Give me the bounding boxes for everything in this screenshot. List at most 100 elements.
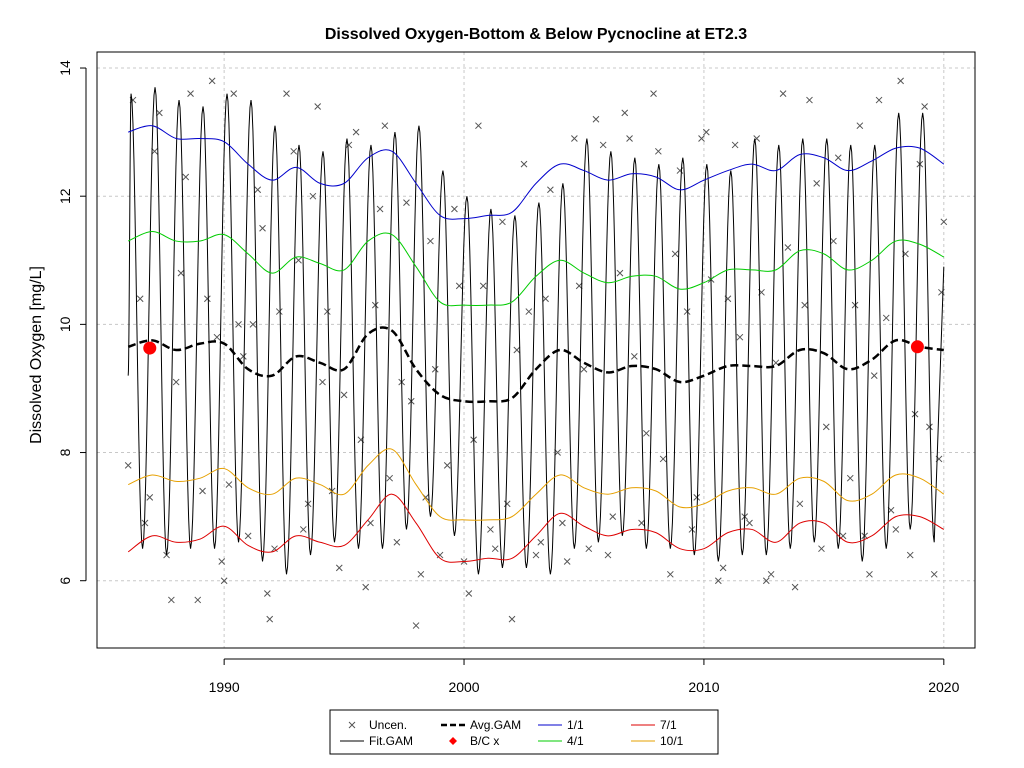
uncensored-point: [220, 577, 228, 585]
uncensored-point: [177, 269, 185, 277]
uncensored-point: [266, 615, 274, 623]
uncensored-point: [381, 122, 389, 130]
uncensored-point: [702, 128, 710, 136]
uncensored-point: [532, 551, 540, 559]
uncensored-point: [926, 423, 933, 431]
uncensored-point: [784, 244, 792, 251]
legend-label: Uncen.: [369, 718, 407, 732]
legend: Uncen. Fit.GAM Avg.GAM B/C x 1/1 4/1 7/1 10/1: [329, 709, 719, 755]
uncensored-point: [818, 545, 825, 553]
uncensored-point: [249, 321, 257, 328]
uncensored-point: [275, 308, 283, 315]
series-line-10-1: [127, 448, 945, 521]
uncensored-point: [218, 558, 226, 565]
uncensored-point: [263, 590, 271, 597]
uncensored-point: [436, 551, 444, 559]
uncensored-point: [580, 365, 588, 373]
uncensored-point: [537, 538, 545, 546]
uncensored-point: [801, 301, 809, 309]
uncensored-point: [508, 615, 516, 623]
uncensored-point: [136, 295, 144, 303]
uncensored-point: [479, 282, 487, 290]
uncensored-point: [762, 577, 770, 585]
uncensored-point: [194, 596, 202, 604]
uncensored-point: [525, 308, 533, 315]
uncensored-point: [846, 474, 854, 482]
legend-item: 1/1: [538, 718, 584, 732]
legend-item: Uncen.: [348, 718, 407, 732]
uncensored-point: [719, 564, 727, 572]
uncensored-point: [271, 545, 278, 553]
uncensored-point: [875, 96, 883, 104]
y-tick-label: 12: [57, 188, 73, 204]
legend-label: B/C x: [470, 734, 499, 748]
legend-label: Avg.GAM: [470, 718, 521, 732]
uncensored-point: [654, 147, 662, 155]
legend-marker-x: [348, 721, 356, 729]
x-tick-label: 1990: [209, 679, 240, 695]
uncensored-point: [834, 154, 842, 162]
uncensored-point: [731, 141, 739, 149]
uncensored-point: [491, 545, 499, 553]
uncensored-point: [746, 519, 753, 527]
uncensored-point: [906, 551, 914, 559]
uncensored-point: [772, 359, 780, 367]
uncensored-point: [513, 346, 521, 354]
uncensored-point: [213, 333, 221, 341]
uncensored-point: [575, 282, 583, 290]
uncensored-point: [571, 135, 578, 142]
uncensored-point: [431, 365, 439, 373]
uncensored-point: [403, 199, 410, 206]
chart-title: Dissolved Oxygen-Bottom & Below Pycnocli…: [325, 26, 747, 43]
series-line-4-1: [127, 230, 945, 307]
uncensored-point: [503, 500, 511, 508]
uncensored-point: [455, 282, 463, 290]
uncensored-point: [187, 90, 194, 98]
uncensored-point: [412, 622, 420, 629]
uncensored-point: [638, 519, 645, 527]
grid: [97, 52, 975, 648]
uncensored-point: [813, 180, 821, 187]
uncensored-point: [609, 513, 617, 520]
uncensored-point: [806, 96, 813, 104]
censored-points: [143, 340, 924, 355]
uncensored-point: [352, 128, 360, 136]
uncensored-point: [892, 526, 900, 533]
uncensored-point: [340, 391, 348, 399]
y-tick-label: 10: [57, 316, 73, 332]
uncensored-point: [866, 570, 873, 578]
uncensored-point: [870, 372, 878, 379]
y-tick-label: 6: [57, 577, 73, 585]
uncensored-point: [371, 301, 379, 309]
uncensored-point: [830, 237, 837, 245]
uncensored-point: [290, 147, 298, 155]
uncensored-point: [239, 353, 247, 360]
uncensored-point: [254, 186, 262, 194]
uncensored-point: [225, 481, 233, 488]
uncensored-point: [314, 103, 322, 110]
uncensored-point: [520, 160, 528, 168]
uncensored-point: [235, 321, 242, 328]
uncensored-point: [616, 269, 624, 277]
fit-gam-line: [127, 87, 945, 575]
legend-label: 10/1: [660, 734, 684, 748]
y-tick-label: 14: [57, 60, 73, 76]
uncensored-point: [443, 462, 451, 469]
y-axis: 6 8 10 12 14: [57, 60, 87, 585]
plot-frame: [96, 51, 976, 649]
series-line-avg-gam: [127, 326, 944, 404]
uncensored-point: [299, 526, 307, 533]
uncensored-point: [897, 77, 904, 85]
uncensored-point: [563, 558, 571, 565]
x-tick-label: 2000: [448, 679, 479, 695]
uncensored-point: [650, 90, 657, 98]
uncensored-point: [475, 122, 482, 130]
uncensored-point: [393, 538, 401, 546]
uncensored-point: [621, 109, 629, 117]
series-line-7-1: [127, 493, 945, 563]
uncensored-point: [671, 250, 679, 258]
legend-item: 4/1: [538, 734, 584, 748]
uncensored-point: [930, 570, 938, 578]
uncensored-point: [499, 218, 506, 226]
